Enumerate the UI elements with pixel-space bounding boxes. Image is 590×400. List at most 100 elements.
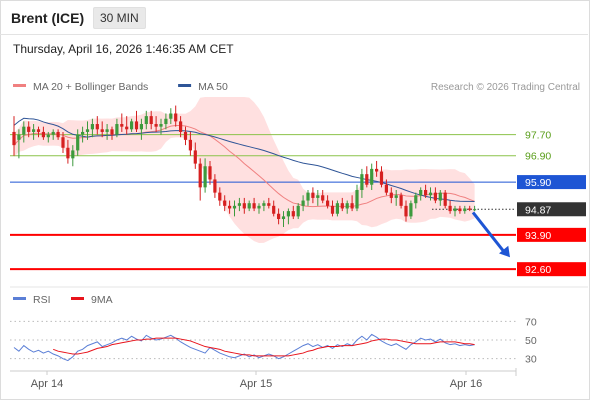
candle-body (36, 129, 41, 132)
instrument-title: Brent (ICE) (11, 10, 85, 26)
candle-body (120, 124, 124, 127)
candle (115, 118, 119, 138)
candle (154, 116, 158, 132)
candle-body (154, 124, 158, 127)
candle-body (169, 113, 173, 119)
candle-body (409, 203, 413, 217)
candle-body (46, 134, 50, 138)
candle (428, 187, 433, 201)
candle (120, 113, 124, 132)
candle-body (365, 174, 369, 185)
candle (232, 200, 237, 217)
candle (174, 105, 178, 127)
candle-body (237, 203, 241, 206)
candle-body (301, 200, 305, 206)
candle-body (110, 129, 114, 135)
candle (183, 126, 188, 146)
candle-body (134, 121, 139, 130)
candle-body (130, 121, 134, 130)
candle (22, 121, 26, 143)
x-axis-label: Apr 16 (450, 378, 482, 390)
candle-body (468, 208, 472, 210)
candle (188, 131, 192, 156)
candle-body (443, 192, 447, 206)
candle (32, 124, 36, 140)
candle (252, 197, 256, 212)
candle-body (448, 205, 452, 212)
candle-body (228, 205, 232, 209)
candle-body (144, 116, 148, 125)
candle (335, 200, 339, 217)
candle-body (340, 203, 344, 209)
candle (144, 110, 148, 130)
candle-body (22, 126, 26, 135)
rsi-legend-swatch (13, 297, 26, 300)
candle-body (247, 203, 251, 209)
candle (443, 190, 447, 209)
rsi-tick-label: 70 (525, 316, 537, 328)
candle-body (179, 121, 183, 132)
candle (247, 200, 251, 212)
candle (360, 168, 364, 198)
candle-body (203, 166, 207, 188)
candle (134, 110, 139, 132)
candle (203, 158, 207, 193)
candle (198, 158, 202, 201)
candle (473, 205, 477, 212)
candle (12, 116, 16, 156)
chart-header: Brent (ICE) 30 MIN (0, 0, 588, 35)
candle-body (272, 205, 276, 214)
candle (257, 203, 261, 214)
candle-body (223, 200, 227, 206)
candle-body (424, 190, 428, 196)
candle-body (458, 208, 462, 212)
candle-body (281, 216, 286, 220)
candle-body (370, 168, 374, 185)
candle (306, 190, 310, 206)
candle (169, 108, 173, 125)
candle-body (311, 192, 315, 198)
candle (100, 121, 104, 138)
candle-body (115, 124, 119, 135)
candle-body (360, 174, 364, 190)
candle (394, 190, 398, 206)
candle (345, 200, 349, 214)
candle (17, 129, 21, 159)
candle-body (379, 171, 384, 185)
x-axis-label: Apr 14 (31, 378, 63, 390)
candle-body (149, 116, 153, 125)
candle-body (345, 203, 349, 209)
candle-body (419, 190, 423, 196)
candle (90, 118, 94, 138)
candle-body (433, 192, 437, 201)
candle (468, 205, 472, 212)
candle (95, 116, 99, 135)
period-badge[interactable]: 30 MIN (93, 7, 146, 29)
candle (272, 200, 276, 217)
candle-body (463, 208, 467, 212)
candle (139, 118, 143, 140)
support-level-tag (517, 227, 586, 242)
candle (350, 195, 354, 212)
candle (159, 118, 163, 135)
candle-body (56, 131, 60, 138)
candle (105, 124, 109, 140)
candle-body (384, 184, 388, 193)
candle (262, 200, 266, 212)
candle (389, 187, 393, 204)
candle-body (208, 166, 212, 180)
candle-body (174, 113, 178, 122)
candle-body (41, 131, 45, 138)
candle (438, 190, 442, 206)
candle (424, 184, 428, 198)
rsi-tick-label: 50 (525, 335, 537, 347)
candle (208, 160, 212, 185)
candle (85, 121, 90, 140)
rsi-tick-label: 30 (525, 354, 537, 366)
resistance-level-label: 96.90 (525, 151, 551, 163)
legend-label: MA 50 (198, 81, 228, 93)
candle-body (51, 131, 55, 135)
candle (179, 116, 183, 138)
candle (267, 197, 271, 209)
candle-body (218, 192, 222, 201)
